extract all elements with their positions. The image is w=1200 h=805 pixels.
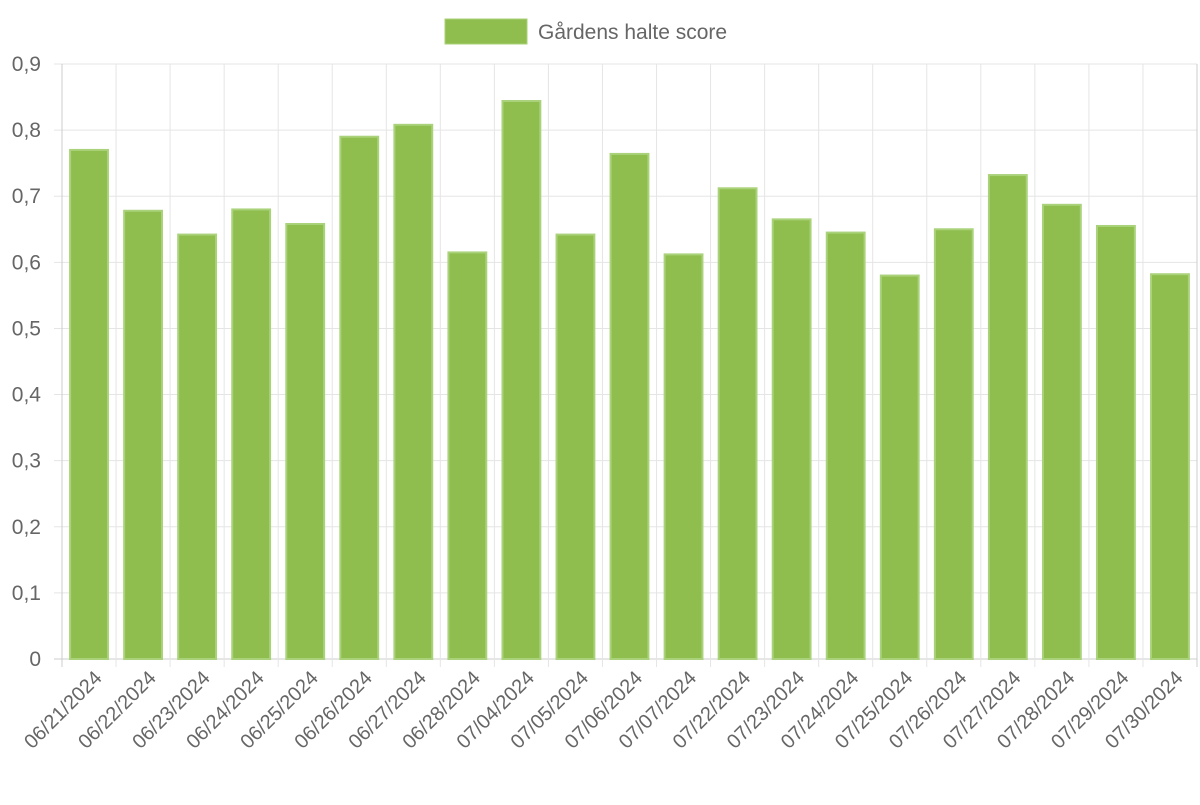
- legend-swatch[interactable]: [444, 18, 528, 45]
- bar[interactable]: [663, 253, 704, 660]
- bar[interactable]: [933, 228, 974, 660]
- bar[interactable]: [447, 251, 488, 661]
- y-tick-label: 0,4: [12, 384, 42, 407]
- y-tick-label: 0,8: [12, 119, 41, 142]
- x-axis: 06/21/202406/22/202406/23/202406/24/2024…: [20, 667, 1187, 753]
- bar[interactable]: [1150, 273, 1190, 660]
- bar[interactable]: [987, 174, 1028, 660]
- bar[interactable]: [285, 222, 326, 660]
- bar[interactable]: [339, 135, 380, 660]
- bar[interactable]: [609, 152, 650, 661]
- bar[interactable]: [555, 233, 596, 660]
- legend-label[interactable]: Gårdens halte score: [538, 21, 727, 44]
- bar[interactable]: [717, 187, 758, 661]
- y-tick-label: 0,1: [12, 582, 41, 605]
- bar[interactable]: [231, 208, 272, 660]
- bar[interactable]: [501, 100, 542, 661]
- y-tick-label: 0: [29, 648, 41, 671]
- legend[interactable]: Gårdens halte score: [444, 18, 727, 45]
- bars: [69, 100, 1190, 661]
- y-tick-label: 0,9: [12, 53, 41, 76]
- y-tick-label: 0,3: [12, 450, 41, 473]
- bar[interactable]: [1096, 224, 1136, 660]
- bar[interactable]: [1041, 203, 1082, 660]
- bar[interactable]: [177, 233, 218, 660]
- bar[interactable]: [879, 274, 920, 660]
- bar[interactable]: [69, 148, 109, 660]
- y-tick-label: 0,5: [12, 317, 41, 340]
- y-tick-label: 0,7: [12, 185, 41, 208]
- y-tick-label: 0,2: [12, 516, 41, 539]
- y-tick-label: 0,6: [12, 251, 41, 274]
- bar[interactable]: [825, 231, 866, 660]
- bar[interactable]: [123, 209, 163, 660]
- y-axis: 0 0,1 0,2 0,3 0,4 0,5 0,6 0,7 0,8 0,9: [12, 53, 42, 671]
- bar[interactable]: [771, 218, 812, 660]
- bar[interactable]: [393, 123, 434, 661]
